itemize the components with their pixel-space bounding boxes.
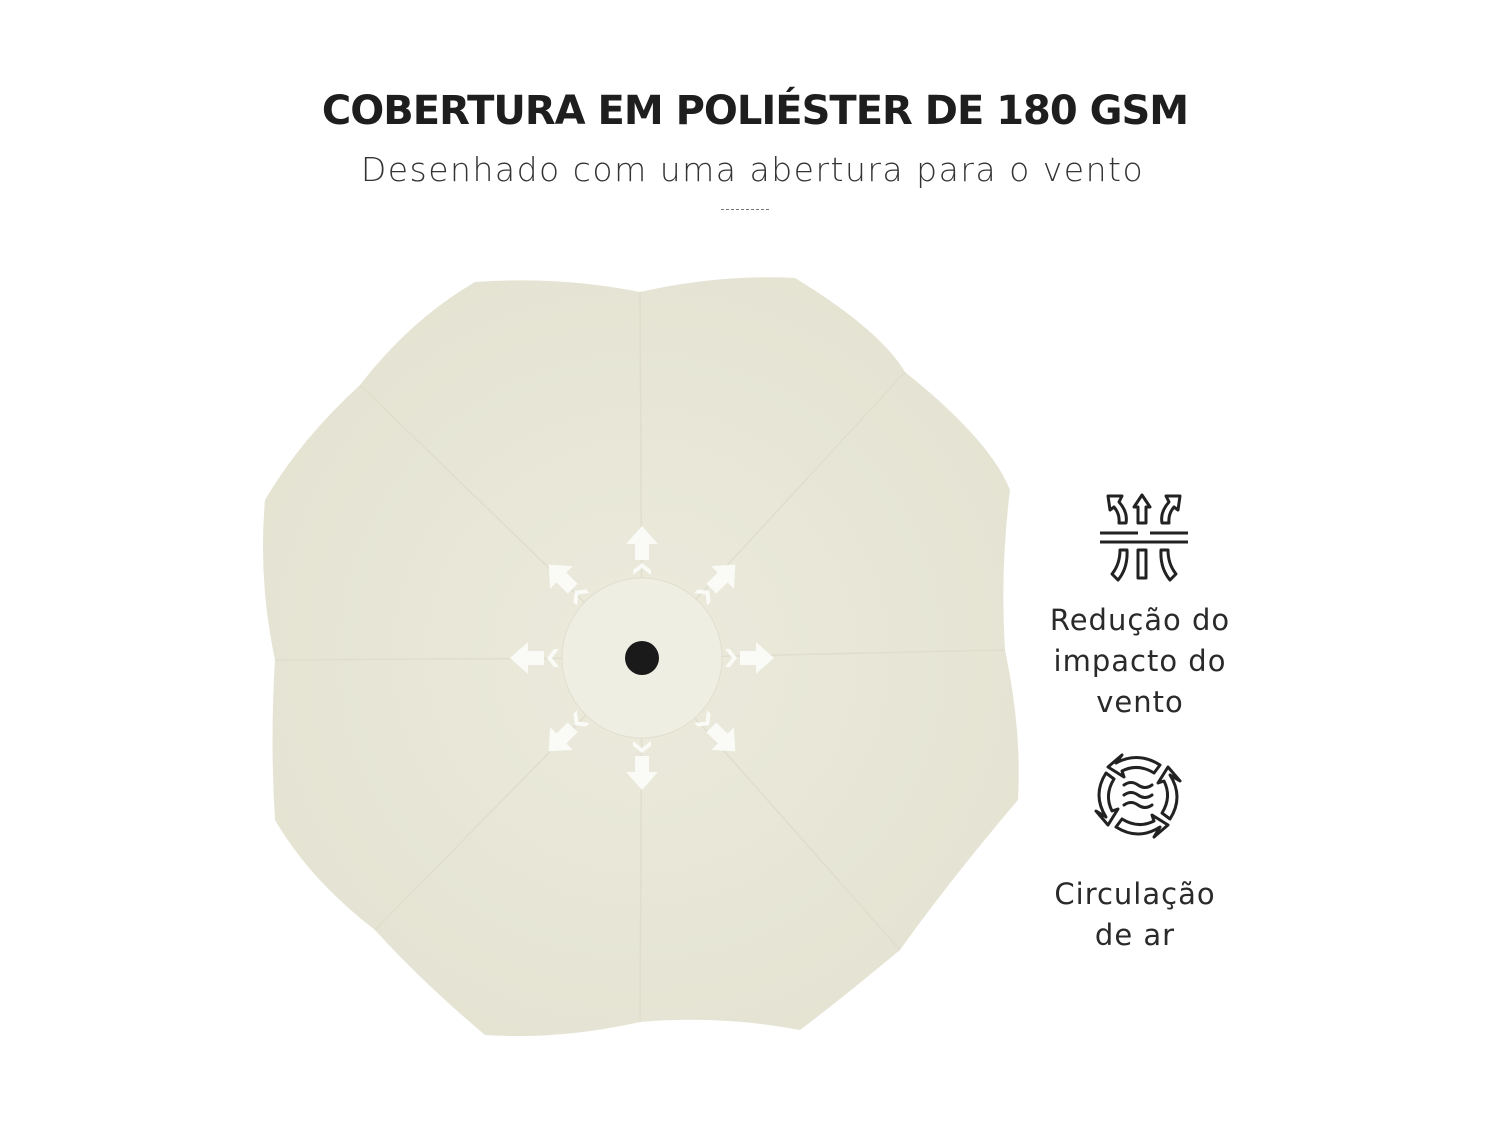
label-line: Redução do (1049, 603, 1231, 637)
feature-label-wind-reduction: Redução do impacto do vento (1030, 600, 1250, 723)
airflow-arrow (694, 710, 736, 752)
label-line: impacto do (1053, 644, 1227, 678)
airflow-arrow (548, 564, 590, 606)
air-circulation-icon (1094, 753, 1182, 839)
feature-label-air-circulation: Circulação de ar (1030, 874, 1240, 956)
airflow-arrow (694, 564, 736, 606)
page-subtitle: Desenhado com uma abertura para o vento (360, 150, 1145, 189)
airflow-arrow (626, 741, 658, 790)
label-line: vento (1096, 685, 1184, 719)
airflow-arrow (548, 710, 590, 752)
airflow-arrow (725, 642, 774, 674)
wind-reduction-icon (1100, 493, 1188, 582)
page-title: COBERTURA EM POLIÉSTER DE 180 GSM (321, 88, 1189, 134)
label-line: Circulação (1054, 877, 1216, 911)
airflow-arrow (510, 642, 559, 674)
airflow-arrow (626, 526, 658, 575)
pole-top (625, 641, 659, 675)
divider (721, 209, 769, 210)
label-line: de ar (1094, 918, 1176, 952)
airflow-arrows (510, 526, 774, 790)
